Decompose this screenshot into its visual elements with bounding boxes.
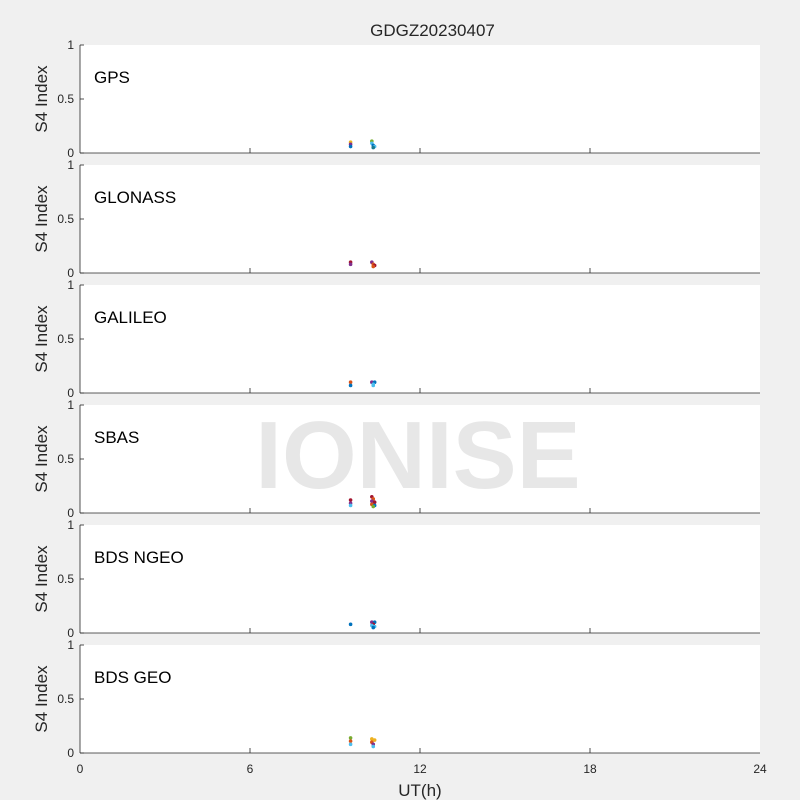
x-tick-label: 0 (77, 762, 84, 776)
data-point (348, 739, 353, 743)
y-tick-label: 0.5 (57, 692, 74, 706)
watermark-text: IONISE (255, 402, 580, 509)
y-axis-label: S4 Index (32, 665, 51, 733)
y-tick-label: 0 (67, 626, 74, 640)
x-tick-label: 6 (247, 762, 254, 776)
panel-label: GALILEO (94, 308, 167, 327)
panel-label: GPS (94, 68, 130, 87)
y-tick-label: 1 (67, 38, 74, 52)
y-tick-label: 0 (67, 266, 74, 280)
x-tick-label: 12 (413, 762, 427, 776)
data-point (371, 625, 376, 630)
data-point (348, 498, 353, 502)
data-point (348, 380, 353, 385)
data-point (371, 264, 376, 269)
y-axis-label: S4 Index (32, 185, 51, 253)
panel-1: 0 0.5 1 S4 Index GPS (32, 38, 760, 160)
plot-area (80, 45, 760, 153)
panel-label: SBAS (94, 428, 139, 447)
panel-5: 0 0.5 1 S4 Index BDS NGEO (32, 518, 760, 640)
y-tick-label: 0 (67, 146, 74, 160)
y-tick-label: 0 (67, 746, 74, 760)
plot-area (80, 285, 760, 393)
y-tick-label: 1 (67, 158, 74, 172)
y-tick-label: 0.5 (57, 452, 74, 466)
data-point (372, 738, 377, 742)
y-tick-label: 0.5 (57, 332, 74, 346)
y-axis-label: S4 Index (32, 305, 51, 373)
y-axis-label: S4 Index (32, 65, 51, 133)
plot-area (80, 525, 760, 633)
data-point (348, 742, 353, 747)
plot-area (80, 405, 760, 513)
data-point (371, 504, 376, 509)
panel-label: GLONASS (94, 188, 176, 207)
plot-area (80, 645, 760, 753)
y-tick-label: 0.5 (57, 212, 74, 226)
data-point (348, 144, 353, 149)
data-point (370, 737, 374, 741)
panel-3: 0 0.5 1 S4 Index GALILEO (32, 278, 760, 400)
data-point (348, 736, 353, 740)
y-tick-label: 0 (67, 386, 74, 400)
chart-title: GDGZ20230407 (370, 21, 495, 40)
data-point (348, 383, 353, 388)
x-tick-label: 24 (753, 762, 767, 776)
data-point (371, 145, 376, 150)
y-tick-label: 0.5 (57, 92, 74, 106)
data-point (348, 262, 353, 267)
data-point (372, 500, 377, 505)
y-axis-label: S4 Index (32, 545, 51, 613)
x-tick-label: 18 (583, 762, 597, 776)
panels: 0 0.5 1 S4 Index GPS 0 0.5 1 S4 Index GLONASS 0 0.5… (32, 38, 767, 776)
y-tick-label: 1 (67, 398, 74, 412)
panel-4: 0 0.5 1 S4 Index SBAS (32, 398, 760, 520)
x-axis-label: UT(h) (398, 781, 441, 800)
y-tick-label: 1 (67, 278, 74, 292)
y-tick-label: 0.5 (57, 572, 74, 586)
panel-label: BDS GEO (94, 668, 171, 687)
data-point (371, 383, 376, 388)
panel-label: BDS NGEO (94, 548, 184, 567)
plot-area (80, 165, 760, 273)
panel-6: 0 0.5 1 0 6 12 18 24 S4 Index BDS GEO (32, 638, 767, 776)
data-point (371, 744, 376, 749)
panel-2: 0 0.5 1 S4 Index GLONASS (32, 158, 760, 280)
data-point (370, 499, 374, 503)
y-tick-label: 1 (67, 518, 74, 532)
y-tick-label: 0 (67, 506, 74, 520)
y-axis-label: S4 Index (32, 425, 51, 493)
y-tick-label: 1 (67, 638, 74, 652)
data-point (348, 622, 353, 627)
data-point (348, 503, 353, 508)
